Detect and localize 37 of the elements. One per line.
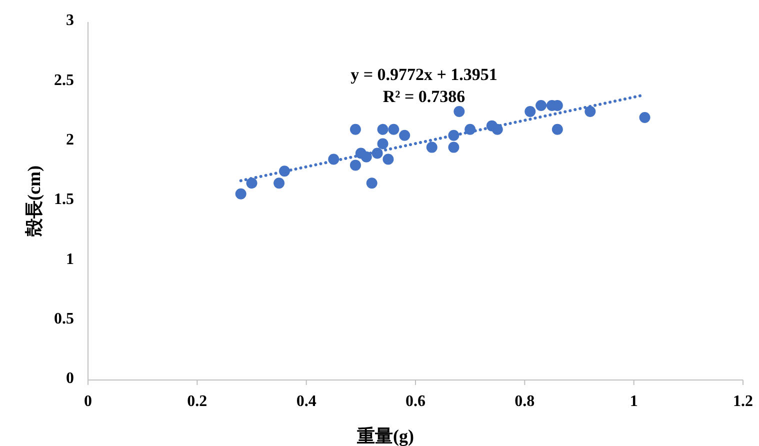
x-tick-label: 0 [84,393,92,410]
y-tick-label: 0.5 [54,310,74,328]
point [524,106,536,117]
y-axis-title: 殻長(cm) [24,166,44,238]
point [350,160,361,171]
point [246,178,258,189]
point [377,138,388,150]
point [454,106,465,117]
y-tick-label: 0 [66,370,74,388]
point [399,130,410,141]
point [388,124,400,135]
y-tick-label: 1 [66,250,74,268]
annotation: y = 0.9772x + 1.3951 [350,65,498,84]
point [584,106,596,117]
point [235,188,246,200]
x-tick-label: 1 [630,393,638,410]
y-tick-label: 2 [66,132,74,149]
y-tick-label: 2.5 [54,72,74,89]
point [382,154,394,165]
x-tick-label: 0.8 [514,393,535,410]
x-tick-label: 0.2 [187,393,208,410]
annotation: R² = 0.7386 [382,87,466,106]
x-tick-label: 0.6 [406,393,426,410]
point [366,178,378,189]
x-tick-label: 1.2 [733,393,753,410]
x-axis-title: 重量(g) [356,426,414,446]
y-tick-label: 1.5 [54,191,74,208]
point [448,142,460,153]
point [350,124,361,135]
point [536,100,547,112]
point [274,178,285,189]
point [426,142,438,153]
y-tick-label: 3 [66,12,74,30]
point [639,112,650,123]
x-tick-label: 0.4 [296,393,316,410]
point [552,124,563,135]
point [377,124,388,135]
